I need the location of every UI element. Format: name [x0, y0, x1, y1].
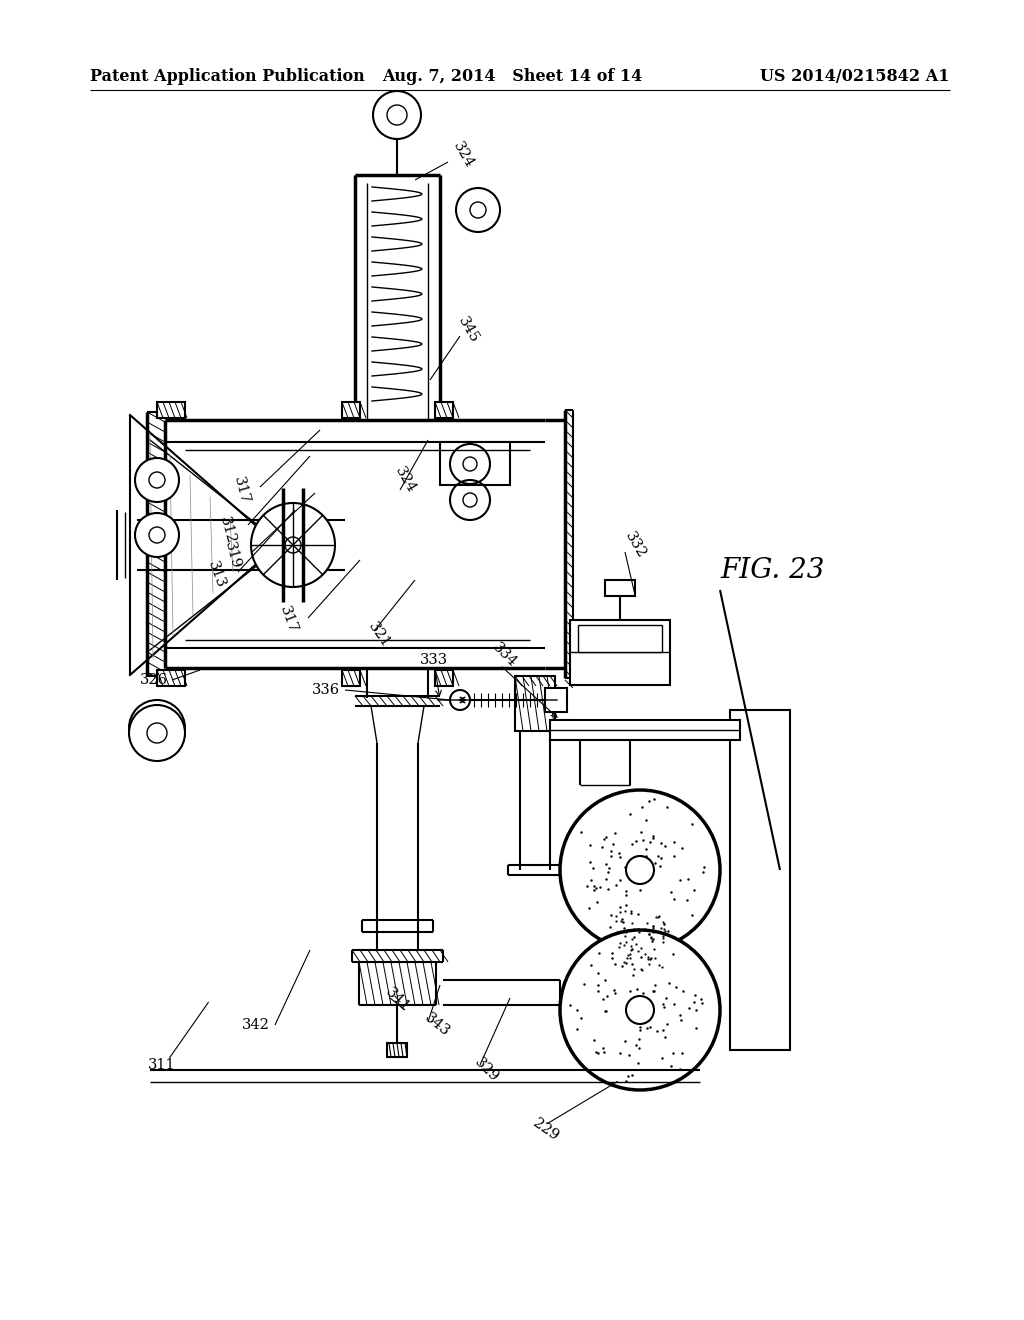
Text: 324: 324 [450, 140, 476, 170]
Text: 342: 342 [242, 1018, 270, 1032]
Text: 334: 334 [490, 640, 520, 669]
Bar [157, 403, 185, 418]
Text: 321: 321 [365, 619, 392, 651]
Circle shape [135, 458, 179, 502]
Text: FIG. 23: FIG. 23 [720, 557, 824, 583]
Bar [570, 620, 670, 685]
Text: 317: 317 [231, 475, 252, 506]
Bar [545, 688, 567, 711]
Bar [342, 403, 360, 418]
Bar [730, 710, 790, 1049]
Text: 319: 319 [222, 540, 243, 570]
Bar [578, 624, 662, 652]
Text: Patent Application Publication: Patent Application Publication [90, 69, 365, 84]
Circle shape [251, 503, 335, 587]
Text: 312: 312 [217, 515, 238, 545]
Bar [550, 719, 740, 741]
Text: 329: 329 [472, 1055, 502, 1085]
Circle shape [387, 106, 407, 125]
Bar [157, 671, 185, 686]
Circle shape [135, 513, 179, 557]
Text: 313: 313 [205, 560, 228, 590]
Text: Aug. 7, 2014   Sheet 14 of 14: Aug. 7, 2014 Sheet 14 of 14 [382, 69, 642, 84]
Circle shape [373, 91, 421, 139]
Bar [515, 676, 555, 731]
Text: 333: 333 [420, 653, 449, 667]
Text: 343: 343 [422, 1011, 453, 1039]
Text: 341: 341 [383, 985, 413, 1015]
Bar [387, 1043, 407, 1057]
Text: 336: 336 [312, 682, 340, 697]
Text: 317: 317 [278, 605, 300, 635]
Text: 332: 332 [622, 529, 648, 561]
Text: US 2014/0215842 A1: US 2014/0215842 A1 [761, 69, 950, 84]
Text: 311: 311 [148, 1059, 176, 1072]
Circle shape [129, 700, 185, 756]
Bar [605, 579, 635, 597]
Circle shape [285, 537, 301, 553]
Text: 229: 229 [530, 1117, 561, 1143]
Bar [435, 671, 453, 686]
Text: 324: 324 [392, 465, 418, 495]
Bar [435, 403, 453, 418]
Bar [342, 671, 360, 686]
Circle shape [560, 789, 720, 950]
Text: 326: 326 [140, 673, 168, 686]
Text: 345: 345 [455, 314, 481, 346]
Circle shape [129, 705, 185, 762]
Bar [440, 442, 510, 484]
Circle shape [626, 855, 654, 884]
Circle shape [560, 931, 720, 1090]
Circle shape [626, 997, 654, 1024]
